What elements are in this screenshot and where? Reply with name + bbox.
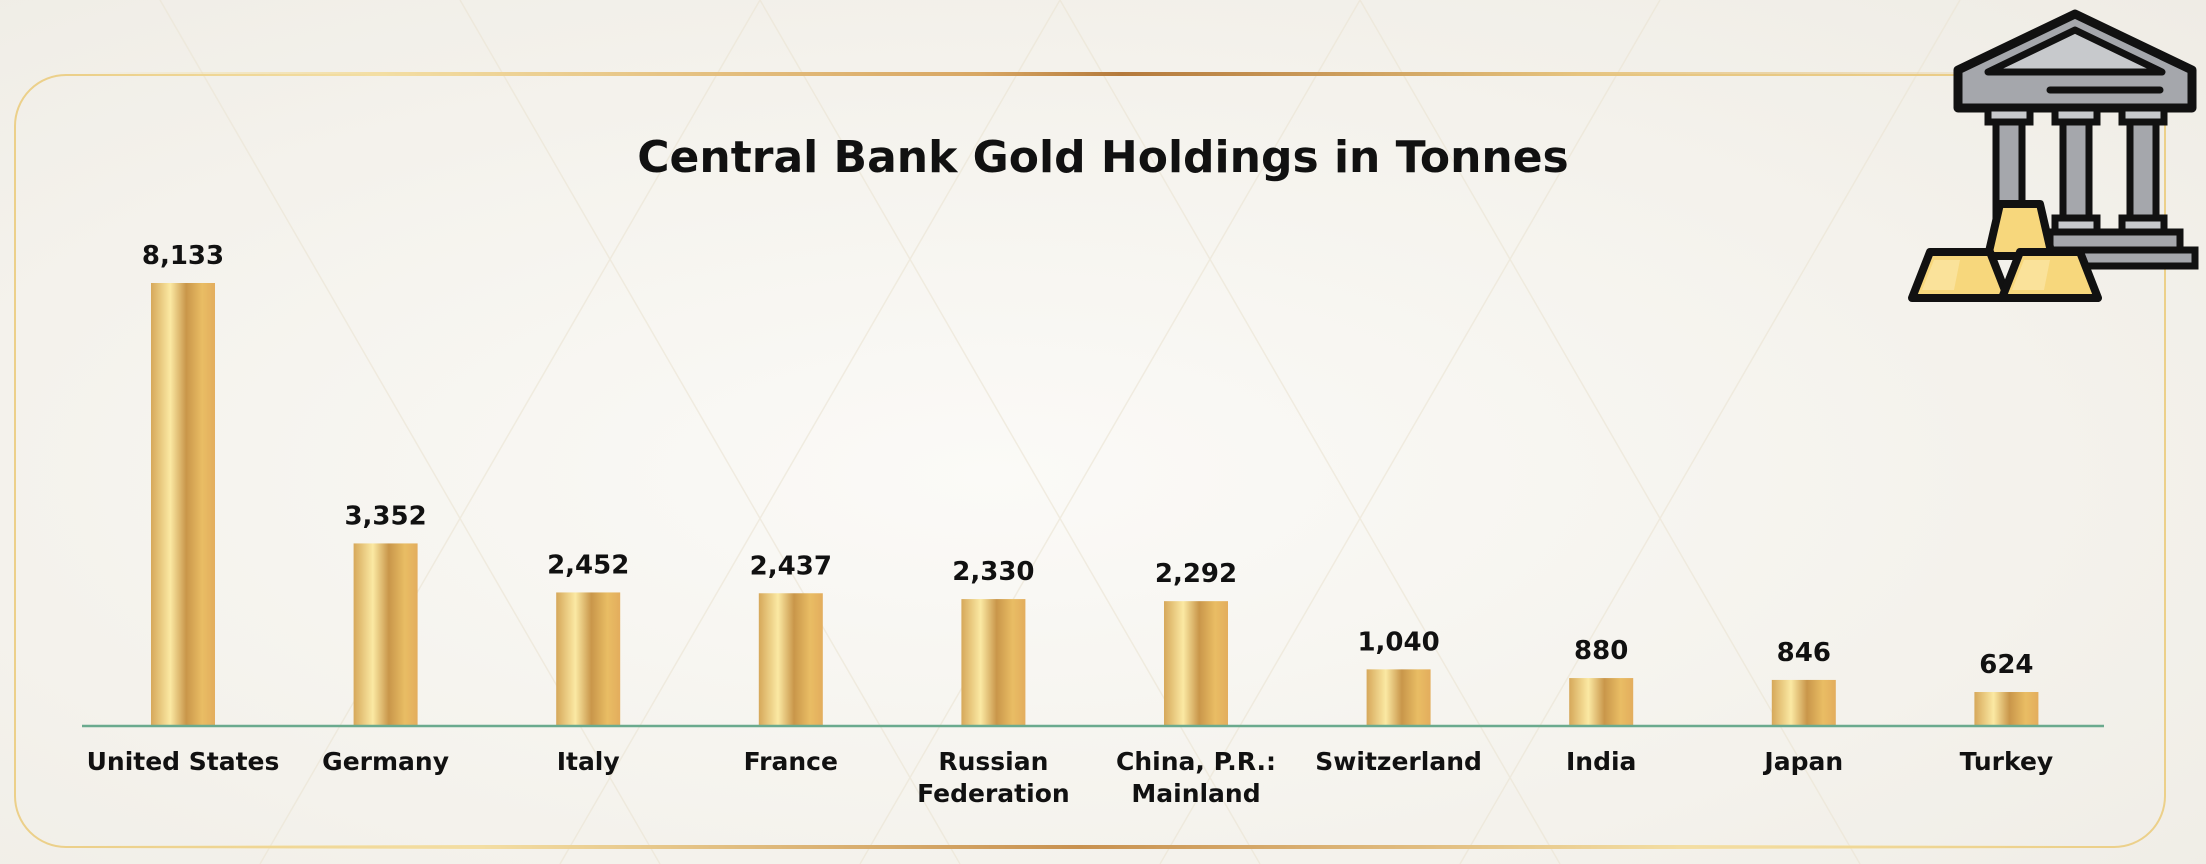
data-label: 1,040 (1357, 627, 1439, 657)
frame-bottom-highlight (80, 845, 2080, 849)
bar (1569, 678, 1634, 726)
bar (1366, 669, 1431, 726)
bar (1771, 679, 1836, 726)
x-tick-label: Turkey (1960, 747, 2054, 776)
x-tick-label: Germany (322, 747, 449, 776)
data-label: 846 (1777, 638, 1831, 668)
data-label: 3,352 (344, 501, 426, 531)
bar (1164, 601, 1228, 726)
x-tick-label: United States (87, 747, 280, 776)
bar (353, 543, 418, 726)
labels-group: 8,133 United States 3,352 Germany 2,452 Italy… (87, 241, 2054, 808)
x-tick-label: France (744, 747, 838, 776)
data-label: 624 (1979, 650, 2033, 680)
data-label: 880 (1574, 636, 1628, 666)
data-label: 2,452 (547, 550, 629, 580)
data-label: 8,133 (142, 241, 224, 271)
x-tick-label: Mainland (1131, 779, 1260, 808)
bar (758, 593, 823, 726)
bar (151, 283, 215, 726)
x-tick-label: Switzerland (1315, 747, 1482, 776)
bar (961, 599, 1026, 726)
x-tick-label: Japan (1762, 747, 1843, 776)
x-tick-label: India (1566, 747, 1636, 776)
data-label: 2,292 (1155, 559, 1237, 589)
x-tick-label: Russian (938, 747, 1048, 776)
chart-title: Central Bank Gold Holdings in Tonnes (637, 132, 1569, 183)
data-label: 2,437 (750, 551, 832, 581)
x-tick-label: Italy (557, 747, 620, 776)
data-label: 2,330 (952, 557, 1034, 587)
bar (1974, 692, 2039, 726)
frame-top-highlight (80, 72, 2080, 76)
bars-group (151, 283, 2039, 726)
bank-with-gold-bars-icon (1908, 9, 2199, 302)
x-tick-label: Federation (917, 779, 1070, 808)
x-tick-label: China, P.R.: (1116, 747, 1276, 776)
bar (556, 592, 621, 726)
